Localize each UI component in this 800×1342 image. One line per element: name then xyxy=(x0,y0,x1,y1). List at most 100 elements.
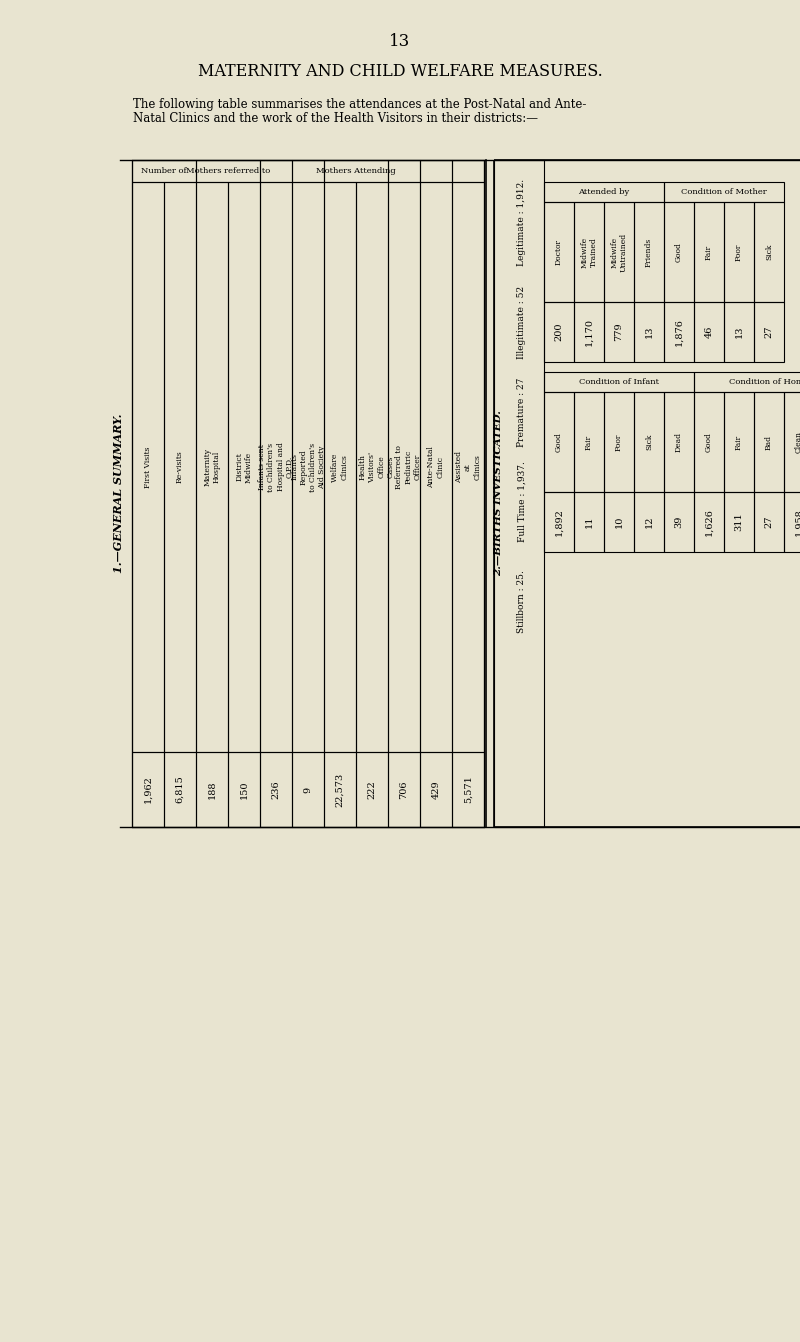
Bar xyxy=(664,302,694,362)
Bar xyxy=(664,203,694,302)
Bar xyxy=(694,493,724,552)
Bar xyxy=(784,392,800,493)
Text: 46: 46 xyxy=(705,326,714,338)
Bar xyxy=(452,160,484,183)
Text: 1,892: 1,892 xyxy=(554,509,563,535)
Bar xyxy=(420,752,452,827)
Text: MATERNITY AND CHILD WELFARE MEASURES.: MATERNITY AND CHILD WELFARE MEASURES. xyxy=(198,63,602,81)
Text: 27: 27 xyxy=(765,515,774,529)
Text: Welfare
Clinics: Welfare Clinics xyxy=(331,452,349,482)
Text: Condition of Mother: Condition of Mother xyxy=(681,188,767,196)
Bar xyxy=(604,203,634,302)
Bar xyxy=(694,372,800,392)
Bar xyxy=(664,493,694,552)
Text: Ante-Natal
Clinic: Ante-Natal Clinic xyxy=(427,446,445,488)
Bar xyxy=(544,493,574,552)
Bar xyxy=(604,493,634,552)
Bar xyxy=(574,493,604,552)
Bar xyxy=(604,392,634,493)
Text: 1,962: 1,962 xyxy=(143,776,153,804)
Text: 429: 429 xyxy=(431,780,441,798)
Text: Fair: Fair xyxy=(585,435,593,450)
Bar xyxy=(260,752,292,827)
Bar xyxy=(132,160,196,183)
Text: Re-visits: Re-visits xyxy=(176,451,184,483)
Bar xyxy=(494,160,544,827)
Text: 188: 188 xyxy=(207,780,217,798)
Bar xyxy=(754,302,784,362)
Text: Number of: Number of xyxy=(141,166,187,174)
Text: Midwife
Untrained: Midwife Untrained xyxy=(610,232,628,271)
Bar xyxy=(324,752,356,827)
Text: Dead: Dead xyxy=(675,432,683,452)
Bar xyxy=(356,183,388,752)
Bar xyxy=(292,160,324,183)
Text: The following table summarises the attendances at the Post-Natal and Ante-: The following table summarises the atten… xyxy=(133,98,586,111)
Text: Full Time : 1,937.: Full Time : 1,937. xyxy=(518,462,526,542)
Text: Poor: Poor xyxy=(735,243,743,260)
Text: 13: 13 xyxy=(390,34,410,51)
Text: 1,170: 1,170 xyxy=(585,318,594,346)
Text: 200: 200 xyxy=(554,322,563,341)
Text: Maternity
Hospital: Maternity Hospital xyxy=(203,448,221,486)
Bar xyxy=(494,160,800,827)
Text: Friends: Friends xyxy=(645,238,653,267)
Bar xyxy=(724,493,754,552)
Text: 222: 222 xyxy=(367,780,377,798)
Bar xyxy=(132,752,164,827)
Text: District
Midwife: District Midwife xyxy=(235,451,253,483)
Bar xyxy=(452,183,484,752)
Bar xyxy=(574,203,604,302)
Bar xyxy=(634,493,664,552)
Text: 150: 150 xyxy=(239,780,249,798)
Text: 311: 311 xyxy=(734,513,743,531)
Text: 39: 39 xyxy=(674,515,683,529)
Bar xyxy=(196,752,228,827)
Bar xyxy=(544,372,694,392)
Text: 27: 27 xyxy=(765,326,774,338)
Text: 1,626: 1,626 xyxy=(705,509,714,535)
Text: First Visits: First Visits xyxy=(144,447,152,487)
Bar xyxy=(754,203,784,302)
Text: Fair: Fair xyxy=(705,244,713,259)
Bar xyxy=(574,392,604,493)
Bar xyxy=(784,493,800,552)
Text: Good: Good xyxy=(555,432,563,452)
Text: 22,573: 22,573 xyxy=(335,773,345,807)
Text: 1,876: 1,876 xyxy=(674,318,683,346)
Bar xyxy=(694,392,724,493)
Text: 6,815: 6,815 xyxy=(175,776,185,804)
Text: Natal Clinics and the work of the Health Visitors in their districts:—: Natal Clinics and the work of the Health… xyxy=(133,111,538,125)
Text: Good: Good xyxy=(675,242,683,262)
Bar xyxy=(292,752,324,827)
Bar xyxy=(634,392,664,493)
Bar xyxy=(196,183,228,752)
Bar xyxy=(356,752,388,827)
Text: Cases
Referred to
Pediatric
Officer: Cases Referred to Pediatric Officer xyxy=(386,446,422,488)
Text: 1,958: 1,958 xyxy=(794,509,800,535)
Text: Mothers referred to: Mothers referred to xyxy=(186,166,270,174)
Bar xyxy=(664,183,784,203)
Text: 236: 236 xyxy=(271,780,281,798)
Text: Bad: Bad xyxy=(765,435,773,450)
Text: Infants
Reported
to Children's
Aid Society: Infants Reported to Children's Aid Socie… xyxy=(290,443,326,491)
Bar xyxy=(694,302,724,362)
Text: 10: 10 xyxy=(614,515,623,529)
Bar xyxy=(664,392,694,493)
Bar xyxy=(694,203,724,302)
Bar xyxy=(388,183,420,752)
Bar xyxy=(420,183,452,752)
Bar xyxy=(164,752,196,827)
Text: Infants sent
to Children's
Hospital and
O.P.D.: Infants sent to Children's Hospital and … xyxy=(258,443,294,491)
Text: Mothers Attending: Mothers Attending xyxy=(316,166,396,174)
Text: 1.—GENERAL SUMMARY.: 1.—GENERAL SUMMARY. xyxy=(113,413,123,573)
Text: Stillborn : 25.: Stillborn : 25. xyxy=(518,570,526,633)
Bar xyxy=(164,183,196,752)
Bar xyxy=(260,160,292,183)
Text: Attended by: Attended by xyxy=(578,188,630,196)
Bar xyxy=(544,302,574,362)
Text: Sick: Sick xyxy=(645,433,653,450)
Text: Good: Good xyxy=(705,432,713,452)
Text: Premature : 27: Premature : 27 xyxy=(518,377,526,447)
Text: Clean: Clean xyxy=(795,431,800,454)
